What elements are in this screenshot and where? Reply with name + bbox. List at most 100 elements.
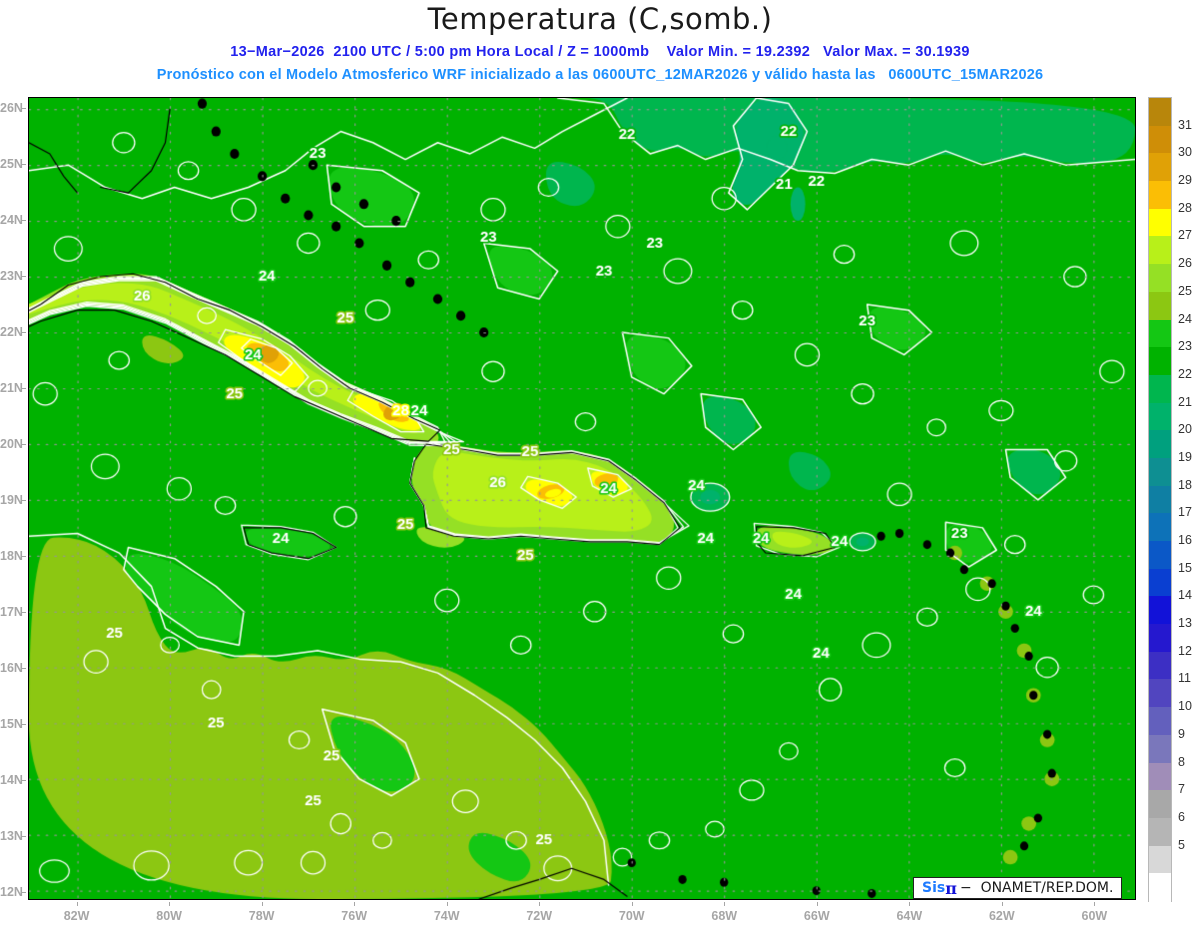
y-axis-tick-label: 23N (0, 269, 23, 284)
subtitle-model-info: Pronóstico con el Modelo Atmosferico WRF… (156, 67, 1044, 83)
x-axis-tick-mark (816, 902, 818, 906)
colorbar-swatch (1149, 98, 1171, 127)
colorbar-tick-label: 23 (1178, 339, 1192, 354)
y-axis-tick-label: 19N (0, 492, 23, 507)
credit-agency-label: − ONAMET/REP.DOM. (959, 880, 1114, 896)
colorbar-tick-label: 12 (1178, 643, 1192, 658)
x-axis-tick-label: 70W (618, 909, 645, 923)
colorbar-tick-label: 30 (1178, 145, 1192, 160)
x-axis-tick-mark (354, 902, 356, 906)
y-axis-tick-label: 13N (0, 828, 23, 843)
colorbar-tick-label: 7 (1178, 782, 1185, 797)
x-axis-tick-label: 68W (711, 909, 738, 923)
colorbar-swatch (1149, 568, 1171, 597)
brand-pi-icon: π (945, 878, 957, 898)
colorbar-swatch (1149, 347, 1171, 376)
colorbar-tick-label: 16 (1178, 533, 1192, 548)
colorbar-tick-label: 29 (1178, 173, 1192, 188)
colorbar-tick-label: 26 (1178, 256, 1192, 271)
colorbar-swatch (1149, 264, 1171, 293)
colorbar-swatch (1149, 236, 1171, 265)
colorbar-swatch (1149, 402, 1171, 431)
colorbar-swatch (1149, 873, 1171, 902)
colorbar-tick-label: 20 (1178, 422, 1192, 437)
colorbar-tick-label: 17 (1178, 505, 1192, 520)
y-axis-tick-mark (22, 387, 26, 389)
y-axis-tick-label: 20N (0, 436, 23, 451)
subtitle-valid-time: 13−Mar−2026 2100 UTC / 5:00 pm Hora Loca… (230, 44, 970, 60)
y-axis-tick-label: 21N (0, 380, 23, 395)
page-title: Temperatura (C,somb.) (427, 2, 773, 36)
colorbar-tick-label: 10 (1178, 699, 1192, 714)
y-axis-tick-label: 18N (0, 548, 23, 563)
x-axis-tick-mark (631, 902, 633, 906)
y-axis-tick-label: 17N (0, 604, 23, 619)
colorbar-tick-label: 8 (1178, 754, 1185, 769)
credit-box: Sis π − ONAMET/REP.DOM. (913, 877, 1123, 899)
y-axis-tick-label: 16N (0, 660, 23, 675)
colorbar-tick-label: 14 (1178, 588, 1192, 603)
colorbar-tick-label: 25 (1178, 283, 1192, 298)
colorbar-swatch (1149, 291, 1171, 321)
colorbar-tick-label: 31 (1178, 117, 1192, 132)
colorbar-swatch (1149, 430, 1171, 459)
x-axis-tick-mark (539, 902, 541, 906)
colorbar-tick-label: 28 (1178, 200, 1192, 215)
x-axis-tick-label: 64W (896, 909, 923, 923)
colorbar-swatch (1149, 734, 1171, 764)
colorbar-tick-label: 13 (1178, 616, 1192, 631)
colorbar-swatch (1149, 513, 1171, 542)
y-axis-tick-mark (22, 108, 26, 110)
colorbar-swatch (1149, 208, 1171, 238)
y-axis-tick-mark (22, 443, 26, 445)
y-axis-tick-mark (22, 779, 26, 781)
x-axis-tick-mark (169, 902, 171, 906)
colorbar-swatch (1149, 762, 1171, 791)
y-axis-tick-mark (22, 891, 26, 893)
y-axis-tick-label: 15N (0, 716, 23, 731)
colorbar-swatch (1149, 319, 1171, 348)
colorbar-swatch (1149, 817, 1171, 847)
y-axis-tick-mark (22, 499, 26, 501)
x-axis-tick-label: 72W (526, 909, 553, 923)
colorbar-tick-label: 15 (1178, 560, 1192, 575)
y-axis-tick-mark (22, 555, 26, 557)
y-axis-tick-mark (22, 723, 26, 725)
temperature-shaded-map (29, 98, 1135, 899)
x-axis-tick-label: 62W (988, 909, 1015, 923)
x-axis-tick-label: 78W (248, 909, 275, 923)
colorbar-tick-label: 19 (1178, 449, 1192, 464)
x-axis-tick-mark (724, 902, 726, 906)
x-axis-tick-mark (1094, 902, 1096, 906)
header: Temperatura (C,somb.) 13−Mar−2026 2100 U… (0, 0, 1200, 95)
y-axis-tick-mark (22, 164, 26, 166)
colorbar-swatch (1149, 707, 1171, 736)
y-axis-tick-mark (22, 220, 26, 222)
colorbar-swatch (1149, 374, 1171, 404)
x-axis-tick-label: 66W (803, 909, 830, 923)
colorbar-tick-label: 6 (1178, 809, 1185, 824)
x-axis-tick-mark (1001, 902, 1003, 906)
colorbar-tick-label: 21 (1178, 394, 1192, 409)
colorbar-swatch (1149, 845, 1171, 874)
colorbar-tick-label: 11 (1178, 671, 1191, 686)
y-axis-tick-mark (22, 667, 26, 669)
colorbar-tick-label: 5 (1178, 837, 1185, 852)
y-axis-tick-mark (22, 835, 26, 837)
y-axis-tick-label: 24N (0, 213, 23, 228)
colorbar-swatch (1149, 624, 1171, 653)
colorbar-swatch (1149, 790, 1171, 819)
map-plot-frame (28, 97, 1136, 900)
colorbar-tick-label: 27 (1178, 228, 1192, 243)
colorbar-swatch (1149, 181, 1171, 210)
colorbar-swatch (1149, 679, 1171, 708)
x-axis-tick-label: 82W (63, 909, 90, 923)
y-axis-tick-label: 25N (0, 157, 23, 172)
colorbar-tick-label: 9 (1178, 726, 1185, 741)
colorbar-swatch (1149, 596, 1171, 625)
y-axis-tick-label: 22N (0, 325, 23, 340)
x-axis-tick-label: 60W (1081, 909, 1108, 923)
colorbar-swatch (1149, 651, 1171, 681)
y-axis-tick-mark (22, 611, 26, 613)
colorbar-tick-label: 22 (1178, 366, 1192, 381)
